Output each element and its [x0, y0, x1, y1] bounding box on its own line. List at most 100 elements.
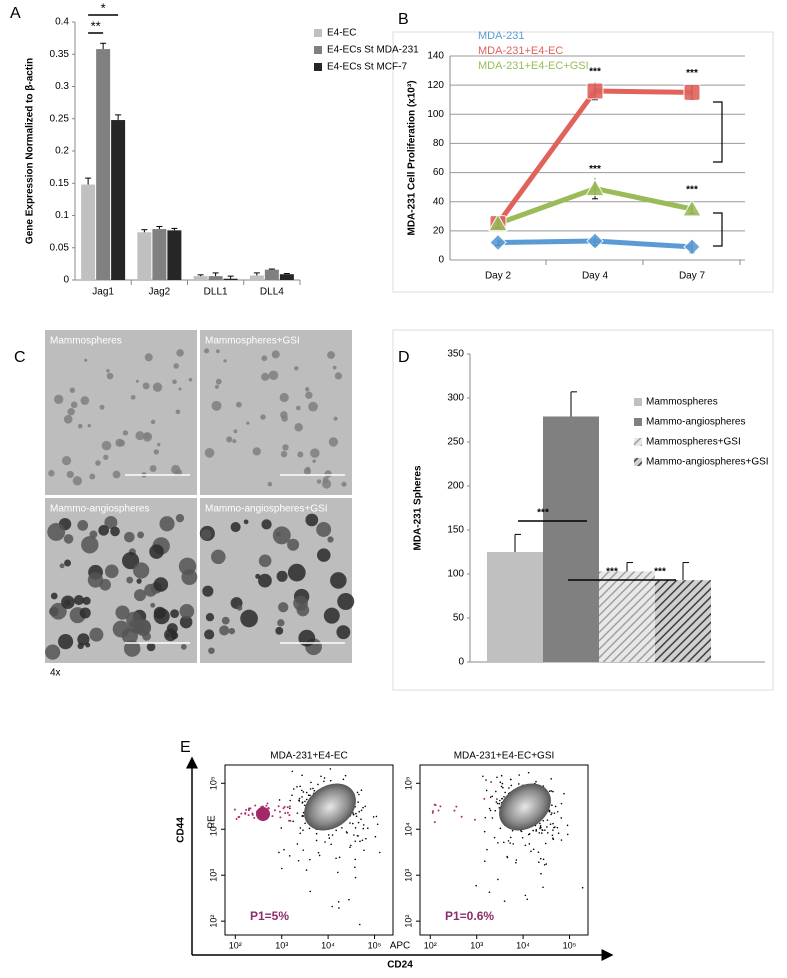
- event-dot: [327, 834, 330, 836]
- sphere: [200, 529, 212, 540]
- sphere: [136, 578, 142, 584]
- annotation: ***: [589, 164, 601, 175]
- sphere: [104, 564, 119, 579]
- sphere: [157, 442, 161, 447]
- sphere: [246, 421, 250, 425]
- sphere: [316, 522, 332, 537]
- event-dot: [551, 834, 554, 837]
- x-marker-label: CD24: [387, 960, 413, 971]
- event-dot: [329, 779, 332, 782]
- sphere: [226, 436, 233, 443]
- sphere: [287, 563, 306, 582]
- event-dot: [296, 812, 299, 814]
- legend-label: MDA-231+E4-EC+GSI: [478, 60, 589, 72]
- y-tick-label: 10²: [208, 915, 218, 928]
- marker: [488, 213, 508, 232]
- sphere: [95, 460, 101, 466]
- legend-swatch: [634, 438, 642, 446]
- event-dot: [527, 771, 530, 774]
- sphere: [258, 573, 272, 588]
- sphere: [175, 409, 181, 415]
- sphere: [175, 514, 185, 523]
- event-dot: [298, 799, 300, 802]
- y-tick-label: 350: [447, 349, 464, 360]
- sphere: [48, 470, 55, 477]
- sphere: [337, 592, 355, 610]
- sphere: [327, 536, 334, 543]
- event-dot: [511, 829, 514, 832]
- event-dot: [552, 837, 554, 840]
- event-dot: [375, 815, 378, 818]
- sphere: [135, 431, 145, 441]
- panel-frame: [392, 329, 774, 691]
- y-tick-label: 0.05: [50, 242, 70, 253]
- sphere: [261, 519, 272, 530]
- y-tick-label: 10⁴: [403, 822, 413, 836]
- legend-swatch: [314, 29, 322, 37]
- plot-frame: [419, 764, 589, 936]
- sphere: [164, 628, 177, 642]
- bar: [249, 275, 264, 280]
- bar: [193, 276, 208, 280]
- event-dot: [323, 780, 325, 783]
- micrograph: [45, 498, 198, 663]
- sphere: [202, 585, 214, 597]
- sphere: [293, 595, 308, 611]
- sphere: [276, 570, 288, 582]
- sphere: [310, 448, 320, 458]
- event-dot: [331, 905, 333, 908]
- sphere: [85, 642, 91, 648]
- sphere: [81, 536, 99, 554]
- gate-dot: [288, 805, 291, 808]
- sphere: [243, 519, 249, 525]
- image-label: Mammospheres+GSI: [205, 336, 300, 347]
- sphere: [203, 348, 210, 354]
- event-dot: [508, 787, 510, 789]
- sphere: [180, 644, 187, 650]
- sphere: [149, 544, 164, 559]
- x-tick-label: 10⁴: [321, 940, 335, 950]
- x-axis-label: APC: [390, 941, 411, 952]
- event-dot: [556, 826, 559, 829]
- sphere: [87, 423, 91, 428]
- plot-title: MDA-231+E4-EC+GSI: [454, 751, 555, 762]
- sphere: [64, 559, 72, 567]
- gate-dot: [277, 805, 280, 808]
- event-dot: [518, 774, 521, 776]
- sphere: [89, 530, 98, 539]
- sphere: [223, 359, 227, 363]
- sphere: [137, 531, 144, 539]
- sphere: [159, 516, 175, 532]
- marker: [683, 238, 701, 256]
- event-dot: [315, 839, 318, 842]
- sphere: [70, 401, 78, 409]
- event-dot: [496, 776, 498, 779]
- gate-dot: [434, 804, 437, 807]
- event-dot: [335, 829, 337, 832]
- sphere: [282, 444, 289, 451]
- y-tick-label: 10³: [208, 869, 218, 882]
- event-dot: [338, 856, 341, 859]
- event-dot: [299, 832, 302, 835]
- gate-dot: [288, 819, 291, 822]
- sphere: [110, 526, 120, 537]
- density-cloud: [304, 783, 356, 831]
- event-dot: [484, 816, 487, 819]
- event-dot: [485, 789, 488, 792]
- event-dot: [499, 827, 502, 830]
- sphere: [149, 465, 157, 472]
- sphere: [115, 438, 124, 447]
- event-dot: [535, 830, 537, 832]
- event-dot: [354, 876, 357, 879]
- bar: [152, 229, 167, 280]
- event-dot: [354, 858, 357, 861]
- y-tick-label: 60: [433, 167, 445, 178]
- event-dot: [495, 801, 498, 803]
- annotation: ***: [589, 67, 601, 78]
- sphere: [235, 401, 242, 408]
- event-dot: [308, 827, 311, 830]
- x-tick-label: Day 7: [679, 271, 706, 282]
- sphere: [47, 522, 66, 541]
- sphere: [72, 476, 82, 486]
